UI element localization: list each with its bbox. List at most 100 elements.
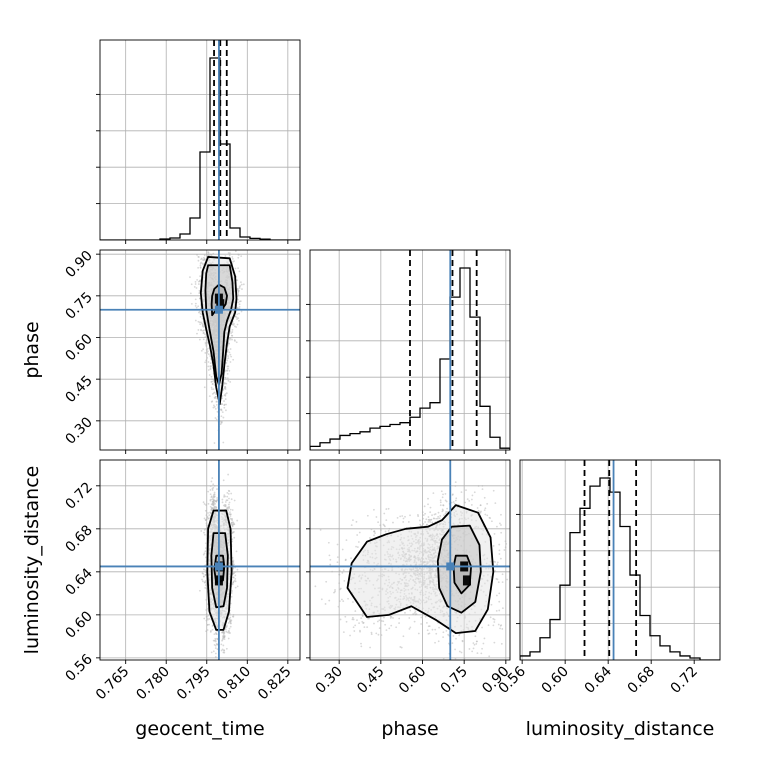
panel-geocent_time-vs-luminosity_distance-scatter-point-1543 [212, 494, 215, 497]
panel-geocent_time-vs-luminosity_distance-scatter-point-1171 [231, 590, 233, 592]
panel-phase-vs-luminosity_distance-scatter-point-1338 [499, 627, 501, 630]
panel-phase-vs-luminosity_distance-scatter-point-541 [398, 622, 400, 624]
panel-phase-vs-luminosity_distance-scatter-point-1185 [390, 616, 393, 618]
panel-geocent_time-vs-phase-scatter-point-1627 [240, 283, 243, 286]
panel-geocent_time-vs-luminosity_distance-scatter-point-99 [208, 617, 211, 620]
panel-geocent_time-vs-phase-scatter-point-1284 [197, 305, 200, 308]
panel-geocent_time-vs-luminosity_distance-scatter-point-1144 [205, 609, 208, 611]
panel-geocent_time-vs-luminosity_distance-injection-marker [214, 562, 223, 571]
panel-phase-vs-luminosity_distance-scatter-point-410 [390, 624, 393, 627]
panel-phase-vs-luminosity_distance-scatter-point-748 [487, 624, 490, 627]
panel-phase-vs-luminosity_distance-scatter-point-953 [426, 523, 428, 526]
panel-phase-vs-luminosity_distance-scatter-point-1043 [366, 514, 369, 517]
panel-geocent_time-vs-luminosity_distance-scatter-point-1175 [231, 519, 234, 522]
panel-geocent_time-vs-phase-scatter-point-238 [235, 341, 238, 344]
panel-geocent_time-vs-luminosity_distance-scatter-point-1352 [230, 492, 233, 495]
panel-geocent_time-vs-phase-scatter-point-1625 [202, 348, 205, 351]
panel-phase-vs-luminosity_distance-scatter-point-725 [356, 619, 358, 622]
panel-geocent_time-vs-luminosity_distance-scatter-point-600 [235, 550, 238, 553]
panel-geocent_time-vs-luminosity_distance-scatter-point-1582 [202, 572, 205, 575]
panel-geocent_time-vs-luminosity_distance-scatter-point-1364 [206, 623, 209, 626]
panel-phase-vs-luminosity_distance-scatter-point-294 [361, 620, 364, 623]
panel-phase-vs-luminosity_distance-scatter-point-269 [417, 513, 419, 516]
panel-geocent_time-vs-phase-scatter-point-1461 [201, 233, 203, 235]
panel-phase-vs-luminosity_distance-scatter-point-474 [352, 626, 355, 629]
panel-phase-vs-luminosity_distance-scatter-point-679 [349, 634, 351, 637]
panel-phase-vs-luminosity_distance-scatter-point-513 [483, 509, 486, 512]
panel-geocent_time-vs-phase-scatter-point-1116 [189, 292, 192, 295]
panel-phase-vs-luminosity_distance-scatter-point-1381 [470, 498, 473, 501]
panel-geocent_time-vs-luminosity_distance-scatter-point-423 [205, 514, 208, 517]
panel-geocent_time-vs-luminosity_distance-scatter-point-648 [202, 501, 205, 504]
panel-geocent_time-vs-luminosity_distance-scatter-point-1269 [234, 586, 237, 589]
panel-geocent_time-vs-luminosity_distance-scatter-point-1198 [229, 515, 232, 517]
panel-geocent_time-vs-phase-scatter-point-1054 [231, 258, 234, 260]
panel-phase-vs-luminosity_distance-scatter-point-906 [500, 524, 502, 526]
panel-phase-vs-luminosity_distance-scatter-point-1137 [369, 646, 371, 649]
panel-geocent_time-vs-phase-scatter-point-1319 [200, 329, 203, 332]
panel-geocent_time-vs-phase-scatter-point-1528 [207, 361, 210, 363]
panel-geocent_time-vs-phase-scatter-point-1605 [206, 341, 208, 343]
panel-geocent_time-vs-luminosity_distance-scatter-point-1127 [225, 626, 227, 629]
panel-geocent_time-vs-luminosity_distance-scatter-point-1373 [214, 640, 217, 643]
panel-phase-vs-luminosity_distance-scatter-point-368 [373, 534, 375, 537]
panel-phase-vs-luminosity_distance-scatter-point-101 [468, 648, 471, 650]
panel-geocent_time-vs-luminosity_distance-scatter-point-703 [232, 562, 234, 565]
panel-phase-vs-luminosity_distance-scatter-point-47 [473, 643, 476, 646]
panel-phase-vs-luminosity_distance-scatter-point-740 [431, 514, 433, 517]
panel-geocent_time-vs-phase-scatter-point-1323 [208, 243, 210, 245]
panel-geocent_time-vs-phase-scatter-point-951 [240, 255, 243, 258]
panel-phase-vs-luminosity_distance-scatter-point-608 [327, 541, 330, 544]
panel-phase-vs-luminosity_distance-scatter-point-798 [401, 515, 404, 517]
panel-geocent_time-vs-phase-scatter-point-276 [199, 267, 202, 269]
panel-geocent_time-vs-luminosity_distance-scatter-point-704 [205, 582, 208, 584]
panel-geocent_time-vs-phase-scatter-point-1375 [223, 382, 226, 385]
panel-geocent_time-vs-phase-scatter-point-929 [226, 373, 229, 375]
panel-geocent_time-vs-luminosity_distance-ytick-label-4: 0.72 [62, 479, 95, 512]
panel-geocent_time-vs-phase-scatter-point-1434 [240, 281, 242, 284]
panel-geocent_time-vs-phase-scatter-point-301 [225, 392, 228, 395]
panel-geocent_time-vs-phase-scatter-point-985 [213, 405, 216, 408]
panel-geocent_time-vs-luminosity_distance-scatter-point-592 [202, 553, 205, 556]
panel-geocent_time-vs-luminosity_distance-scatter-point-1099 [206, 617, 209, 620]
panel-geocent_time-vs-phase-scatter-point-1364 [226, 369, 228, 372]
panel-geocent_time-vs-phase-scatter-point-1250 [215, 401, 218, 403]
panel-geocent_time-vs-luminosity_distance-scatter-point-1138 [213, 644, 216, 646]
panel-geocent_time-vs-luminosity_distance-scatter-point-890 [212, 504, 215, 506]
panel-geocent_time-vs-phase-scatter-point-867 [221, 395, 224, 397]
panel-geocent_time-vs-luminosity_distance-scatter-point-1453 [232, 581, 235, 584]
panel-phase-vs-luminosity_distance-scatter-point-962 [376, 620, 379, 623]
panel-phase-vs-luminosity_distance-scatter-point-807 [470, 504, 473, 506]
panel-phase-vs-luminosity_distance-scatter-point-1418 [429, 521, 432, 523]
panel-geocent_time-vs-phase-scatter-point-977 [231, 338, 233, 341]
panel-phase-vs-luminosity_distance-scatter-point-1257 [420, 616, 423, 619]
panel-phase-vs-luminosity_distance-scatter-point-972 [358, 531, 361, 534]
panel-geocent_time-vs-phase-scatter-point-287 [207, 365, 210, 368]
panel-phase-vs-luminosity_distance-scatter-point-339 [474, 635, 477, 638]
panel-phase-vs-luminosity_distance-scatter-point-415 [366, 626, 369, 629]
panel-phase-vs-luminosity_distance-scatter-point-421 [461, 640, 464, 643]
panel-phase-vs-luminosity_distance-scatter-point-1037 [516, 539, 518, 541]
panel-phase-vs-luminosity_distance-scatter-point-677 [442, 636, 445, 639]
panel-geocent_time-vs-phase-scatter-point-738 [221, 411, 224, 414]
panel-geocent_time-vs-phase-scatter-point-1509 [197, 259, 200, 262]
panel-geocent_time-vs-luminosity_distance-scatter-point-351 [233, 536, 236, 539]
panel-geocent_time-vs-luminosity_distance-scatter-point-1296 [236, 519, 239, 522]
panel-geocent_time-vs-luminosity_distance-scatter-point-696 [203, 568, 205, 571]
panel-geocent_time-vs-luminosity_distance-scatter-point-1566 [223, 636, 226, 638]
panel-geocent_time-vs-luminosity_distance-scatter-point-316 [225, 647, 228, 650]
panel-geocent_time-vs-phase-scatter-point-23 [228, 243, 230, 245]
panel-phase-vs-luminosity_distance-scatter-point-1129 [438, 626, 440, 629]
panel-geocent_time-vs-luminosity_distance-scatter-point-1588 [204, 569, 207, 572]
panel-geocent_time-vs-phase-scatter-point-662 [234, 315, 237, 318]
panel-phase-vs-luminosity_distance-scatter-point-1285 [360, 645, 363, 648]
panel-geocent_time-vs-phase-scatter-point-919 [206, 350, 209, 353]
panel-phase-vs-luminosity_distance-scatter-point-1053 [378, 619, 381, 622]
panel-phase-vs-luminosity_distance-scatter-point-59 [497, 581, 500, 584]
panel-geocent_time-vs-phase-scatter-point-757 [206, 246, 208, 248]
panel-geocent_time-vs-luminosity_distance-scatter-point-1218 [211, 502, 214, 505]
panel-geocent_time-vs-luminosity_distance-scatter-point-1055 [225, 499, 228, 502]
panel-geocent_time-vs-luminosity_distance-scatter-point-1035 [207, 490, 210, 493]
panel-geocent_time-vs-luminosity_distance-scatter-point-181 [228, 511, 231, 513]
panel-phase-vs-luminosity_distance-scatter-point-527 [345, 539, 348, 542]
